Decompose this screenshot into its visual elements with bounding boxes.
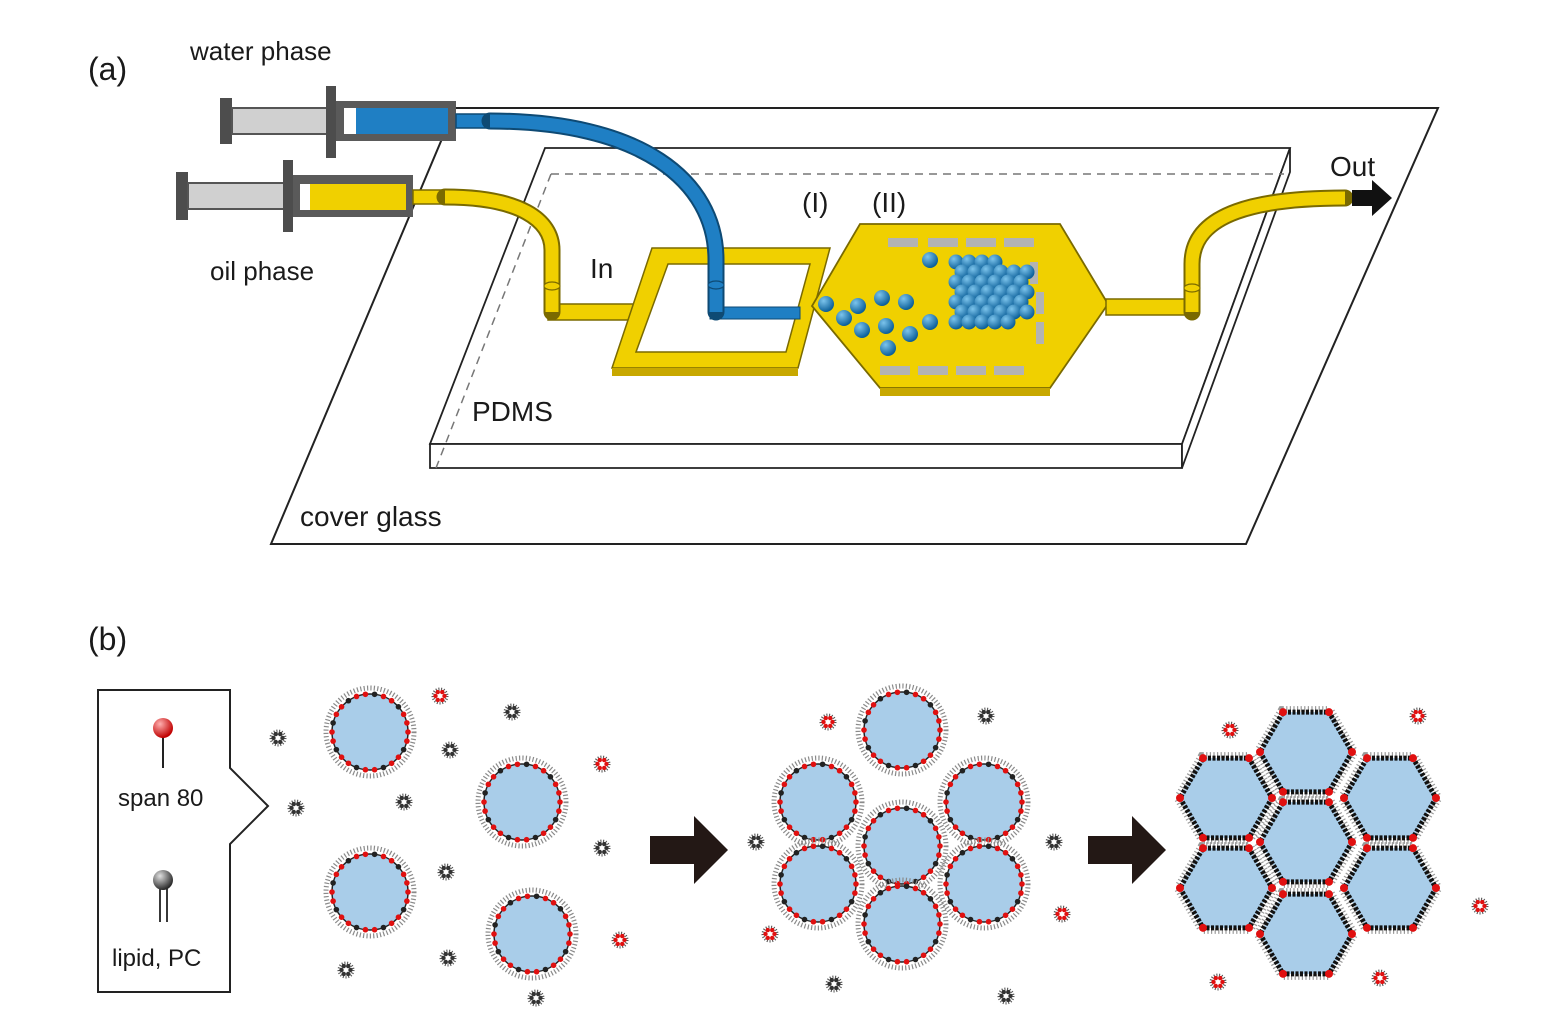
droplet: [987, 314, 1003, 330]
hexagonal-droplet: [1253, 706, 1359, 798]
droplet: [771, 837, 865, 931]
inlet-label: In: [590, 253, 613, 284]
droplet-cluster: [818, 252, 1035, 356]
span80-molecule-icon: [153, 718, 173, 768]
lipid-micelle: [287, 799, 305, 817]
pillar: [994, 366, 1024, 375]
lipid-micelle: [593, 839, 611, 857]
pillar: [928, 238, 958, 247]
droplet: [878, 318, 894, 334]
droplet: [874, 290, 890, 306]
droplet: [948, 314, 964, 330]
lipid-micelle: [825, 975, 843, 993]
droplet: [818, 296, 834, 312]
span80-micelle: [1471, 897, 1489, 915]
droplet: [937, 837, 1031, 931]
lipid-molecule-icon: [153, 870, 173, 922]
span80-micelle: [1409, 707, 1427, 725]
oil-inlet-channel: [547, 303, 639, 321]
lipid-micelle: [439, 949, 457, 967]
span80-micelle: [611, 931, 629, 949]
panel-a-label: (a): [88, 51, 127, 87]
lipid-micelle: [337, 961, 355, 979]
lipid-micelle: [747, 833, 765, 851]
pillar: [888, 238, 918, 247]
outlet-label: Out: [1330, 151, 1375, 182]
droplet: [961, 314, 977, 330]
oil-syringe: [176, 160, 446, 232]
pillar: [956, 366, 986, 375]
droplet: [854, 322, 870, 338]
pillar: [1036, 292, 1044, 314]
legend-span80-label: span 80: [118, 785, 203, 812]
droplet: [323, 845, 417, 939]
hexagonal-droplet: [1253, 888, 1359, 980]
lipid-micelle: [997, 987, 1015, 1005]
droplet: [475, 755, 569, 849]
droplet: [855, 877, 949, 971]
region-ii-label: (II): [872, 187, 906, 218]
droplet: [850, 298, 866, 314]
cover-glass-label: cover glass: [300, 501, 442, 532]
droplet: [855, 799, 949, 893]
pillar: [918, 366, 948, 375]
stage-hexagonal-foam: [1173, 706, 1443, 980]
hexagonal-droplet: [1173, 752, 1279, 844]
pillar: [1036, 322, 1044, 344]
pillar: [880, 366, 910, 375]
outlet-channel: [1105, 298, 1195, 316]
droplet: [922, 314, 938, 330]
lipid-micelle: [269, 729, 287, 747]
lipid-micelle: [441, 741, 459, 759]
pillar: [966, 238, 996, 247]
stage-packed-droplets: [771, 683, 1031, 971]
droplet: [855, 683, 949, 777]
lipid-micelle: [503, 703, 521, 721]
droplet: [1000, 314, 1016, 330]
panel-b-label: (b): [88, 621, 127, 657]
hexagonal-droplet: [1337, 752, 1443, 844]
span80-micelle: [593, 755, 611, 773]
droplet: [323, 685, 417, 779]
hexagonal-droplet: [1253, 796, 1359, 888]
lipid-micelle: [395, 793, 413, 811]
region-i-label: (I): [802, 187, 828, 218]
droplet: [974, 314, 990, 330]
hexagonal-droplet: [1337, 842, 1443, 934]
legend-box: [97, 689, 270, 993]
droplet: [1019, 304, 1035, 320]
lipid-micelle: [527, 989, 545, 1007]
span80-micelle: [1221, 721, 1239, 739]
droplet: [898, 294, 914, 310]
outlet-arrow: [1352, 180, 1392, 216]
process-arrow-2: [1088, 816, 1166, 884]
span80-micelle: [819, 713, 837, 731]
droplet: [485, 887, 579, 981]
droplet: [902, 326, 918, 342]
span80-micelle: [431, 687, 449, 705]
free-molecules: [269, 687, 1489, 1007]
droplet: [771, 755, 865, 849]
water-phase-label: water phase: [189, 36, 332, 66]
span80-micelle: [1053, 905, 1071, 923]
lipid-micelle: [437, 863, 455, 881]
legend-lipid-label: lipid, PC: [112, 945, 201, 972]
process-arrow-1: [650, 816, 728, 884]
droplet: [836, 310, 852, 326]
lipid-micelle: [1045, 833, 1063, 851]
droplet: [880, 340, 896, 356]
span80-micelle: [1371, 969, 1389, 987]
stage-dispersed-droplets: [323, 685, 579, 981]
oil-phase-label: oil phase: [210, 256, 314, 286]
pdms-label: PDMS: [472, 396, 553, 427]
pillar: [1004, 238, 1034, 247]
span80-micelle: [1209, 973, 1227, 991]
water-syringe: [220, 86, 491, 158]
hexagonal-droplet: [1173, 842, 1279, 934]
span80-micelle: [761, 925, 779, 943]
droplet: [937, 755, 1031, 849]
lipid-micelle: [977, 707, 995, 725]
droplet: [922, 252, 938, 268]
